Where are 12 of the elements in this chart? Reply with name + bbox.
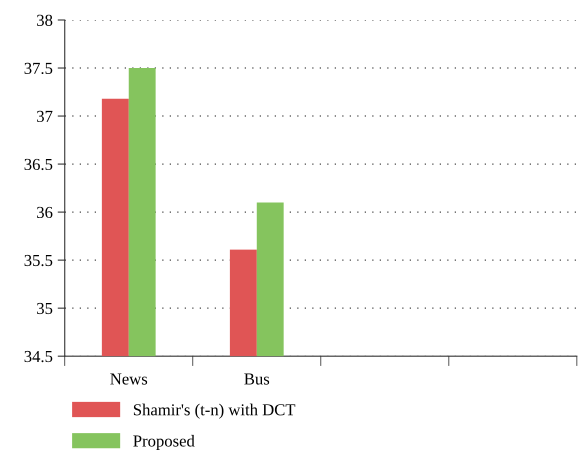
y-tick-label: 38: [37, 14, 52, 26]
y-tick-label: 36: [37, 206, 52, 218]
legend-label: Proposed: [133, 434, 195, 450]
x-tick-label: Bus: [244, 374, 270, 385]
y-tick-label: 35.5: [24, 254, 52, 266]
y-tick-label: 35: [37, 302, 52, 314]
x-tick-label: News: [110, 374, 148, 385]
legend-label: Shamir's (t-n) with DCT: [134, 404, 296, 419]
y-tick-label: 37.5: [24, 62, 52, 74]
y-tick-label: 37: [37, 110, 52, 122]
y-tick-label: 36.5: [24, 158, 52, 170]
y-tick-label: 34.5: [24, 350, 52, 362]
